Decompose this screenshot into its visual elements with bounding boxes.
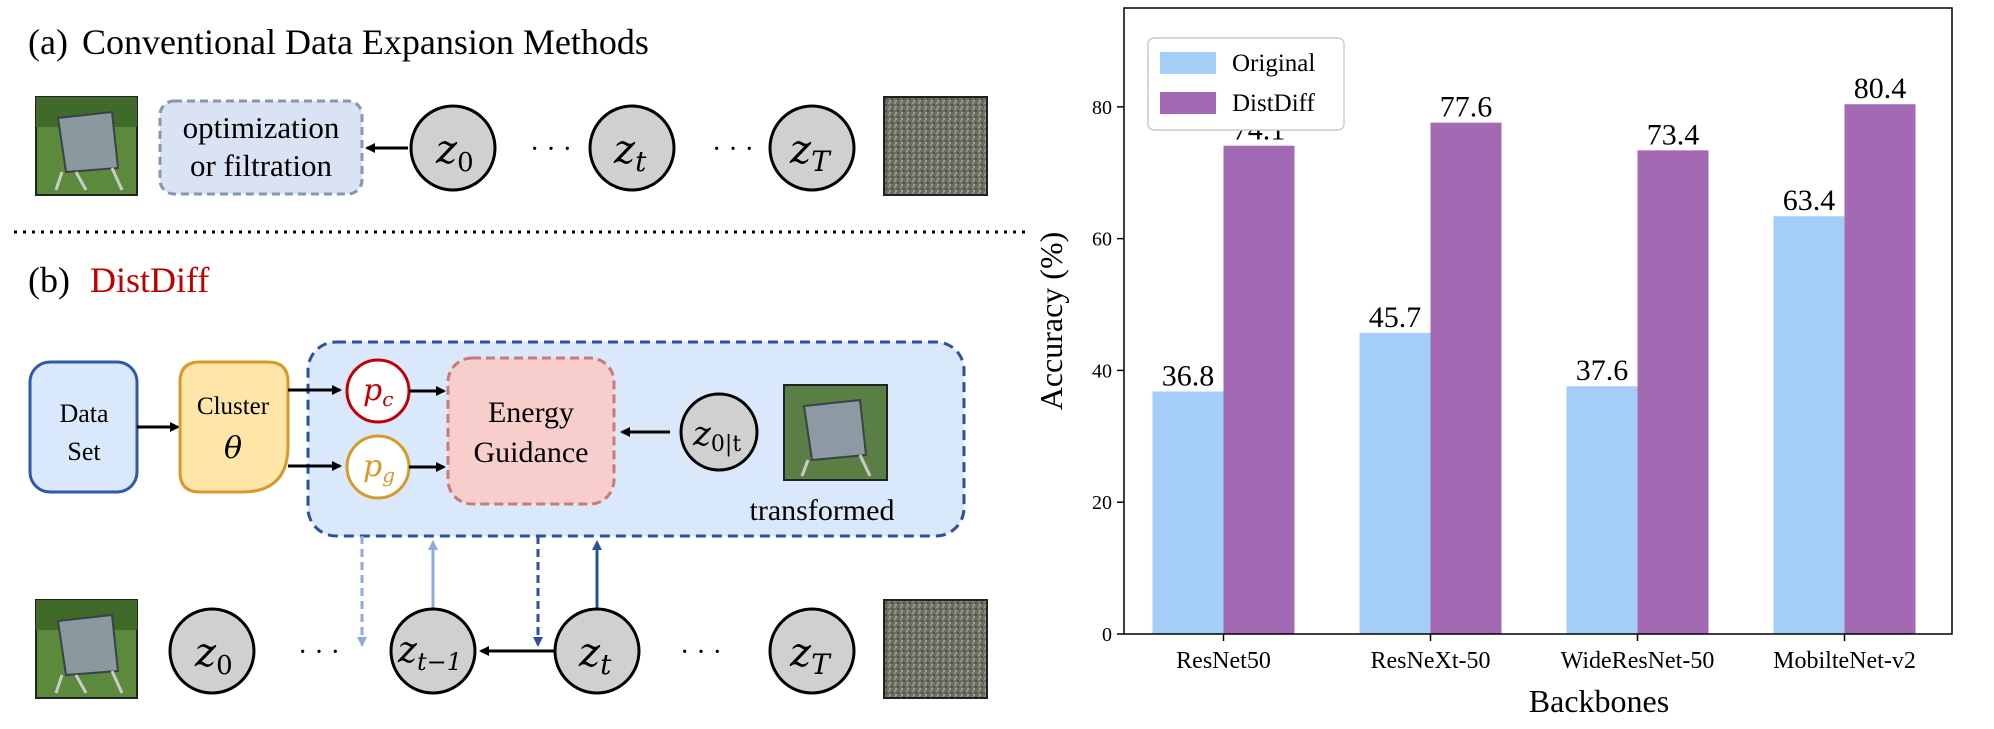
data-label-distdiff-1: 77.6 — [1440, 91, 1493, 124]
svg-text:pc: pc — [363, 373, 393, 411]
legend-label-distdiff: DistDiff — [1232, 90, 1316, 117]
y-axis-label: Accuracy (%) — [1040, 232, 1069, 411]
data-label-distdiff-2: 73.4 — [1647, 118, 1700, 151]
chair-image-original-b — [35, 599, 138, 699]
node-zt-a: zt — [588, 104, 676, 192]
bar-original-2 — [1566, 386, 1638, 634]
svg-text:zt: zt — [578, 630, 612, 681]
axes-layer: 0 20 40 60 80 ResNet50 ResNeXt-50 WideResNet-50… — [1092, 7, 1953, 674]
y-tick-label-0: 0 — [1102, 624, 1112, 646]
bar-distdiff-3 — [1844, 104, 1916, 635]
node-ztm1: zt−1 — [389, 607, 477, 695]
y-tick-label-60: 60 — [1092, 229, 1112, 251]
svg-text:z0: z0 — [435, 127, 474, 178]
svg-text:θ: θ — [224, 431, 242, 466]
x-tick-label-1: ResNeXt-50 — [1371, 648, 1491, 674]
cluster-box: Cluster θ — [178, 360, 290, 494]
svg-text:zt: zt — [613, 127, 647, 178]
node-zT-b: zT — [768, 607, 856, 695]
y-tick-label-20: 20 — [1092, 492, 1112, 514]
svg-text:Guidance: Guidance — [474, 436, 589, 469]
svg-text:zt−1: zt−1 — [397, 630, 462, 676]
bar-distdiff-2 — [1637, 150, 1709, 634]
data-label-original-1: 45.7 — [1369, 301, 1422, 334]
panel-b-title: DistDiff — [90, 260, 209, 300]
svg-text:Energy: Energy — [488, 396, 574, 429]
accuracy-bar-chart: 36.845.737.663.474.177.673.480.4 0204060… — [1040, 7, 1953, 719]
svg-text:Data: Data — [59, 399, 109, 428]
x-tick-label-3: MobilteNet-v2 — [1773, 648, 1916, 674]
dots-a1: · · · — [530, 134, 572, 165]
energy-guidance-box: Energy Guidance — [446, 356, 616, 506]
distdiff-diagram: (a) Conventional Data Expansion Methods … — [14, 22, 1030, 699]
legend-swatch-distdiff — [1160, 92, 1216, 114]
bar-original-3 — [1773, 216, 1845, 635]
panel-a-title: Conventional Data Expansion Methods — [82, 22, 649, 62]
data-label-original-3: 63.4 — [1783, 184, 1836, 217]
node-zt-b: zt — [553, 607, 641, 695]
y-tick-label-40: 40 — [1092, 360, 1112, 382]
x-axis-label: Backbones — [1529, 683, 1669, 719]
node-pg: pg — [345, 434, 411, 500]
dots-b1: · · · — [298, 637, 340, 668]
chair-image-original-a — [35, 96, 138, 196]
chair-image-transformed — [783, 384, 888, 481]
legend-label-original: Original — [1232, 50, 1315, 77]
node-z0-a: z0 — [409, 104, 497, 192]
data-label-distdiff-3: 80.4 — [1854, 72, 1907, 105]
bar-distdiff-1 — [1430, 122, 1502, 634]
node-z0-b: z0 — [168, 607, 256, 695]
dataset-box: Data Set — [28, 360, 139, 494]
svg-text:zT: zT — [789, 630, 832, 681]
svg-text:pg: pg — [363, 449, 395, 487]
y-tick-label-80: 80 — [1092, 97, 1112, 119]
data-label-original-2: 37.6 — [1576, 354, 1629, 387]
bars-layer: 36.845.737.663.474.177.673.480.4 — [1152, 72, 1916, 635]
dots-a2: · · · — [712, 134, 754, 165]
noise-image-b — [883, 599, 988, 699]
x-tick-label-0: ResNet50 — [1176, 648, 1271, 674]
svg-text:Cluster: Cluster — [197, 393, 270, 420]
bar-original-0 — [1152, 391, 1224, 634]
optimization-filtration-box: optimization or filtration — [158, 99, 364, 196]
node-zT-a: zT — [768, 104, 856, 192]
data-label-original-0: 36.8 — [1162, 360, 1215, 393]
svg-text:z0|t: z0|t — [692, 414, 741, 457]
panel-b-prefix: (b) — [28, 260, 70, 300]
bar-original-1 — [1359, 332, 1431, 634]
panel-a-prefix: (a) — [28, 22, 68, 62]
node-z0t: z0|t — [679, 392, 759, 472]
legend: Original DistDiff — [1147, 37, 1345, 131]
svg-text:Set: Set — [67, 437, 101, 466]
svg-text:z0: z0 — [194, 630, 233, 681]
transformed-label: transformed — [750, 494, 895, 527]
node-pc: pc — [345, 358, 411, 424]
svg-text:or filtration: or filtration — [190, 148, 333, 183]
svg-text:optimization: optimization — [183, 110, 340, 145]
svg-text:zT: zT — [789, 127, 832, 178]
dots-b2: · · · — [680, 637, 722, 668]
legend-swatch-original — [1160, 52, 1216, 74]
x-tick-label-2: WideResNet-50 — [1561, 648, 1715, 674]
bar-distdiff-0 — [1223, 145, 1295, 634]
plot-frame — [1123, 7, 1953, 635]
noise-image-a — [883, 96, 988, 196]
